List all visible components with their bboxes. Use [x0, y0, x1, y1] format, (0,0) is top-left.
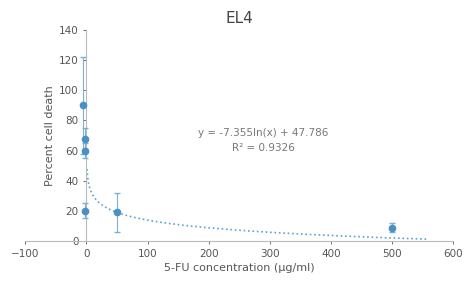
Text: y = -7.355ln(x) + 47.786
R² = 0.9326: y = -7.355ln(x) + 47.786 R² = 0.9326 — [199, 128, 329, 153]
Title: EL4: EL4 — [225, 11, 253, 26]
Y-axis label: Percent cell death: Percent cell death — [45, 85, 55, 186]
X-axis label: 5-FU concentration (μg/ml): 5-FU concentration (μg/ml) — [164, 263, 315, 273]
